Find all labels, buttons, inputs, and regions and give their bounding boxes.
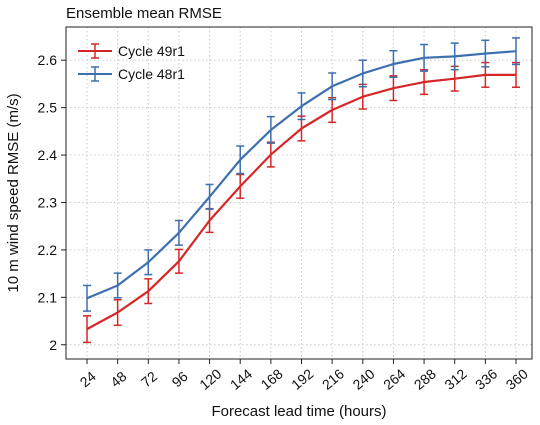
y-tick-label: 2.5	[38, 100, 58, 116]
x-tick-label: 72	[138, 368, 160, 390]
x-tick-label: 192	[288, 365, 316, 392]
x-tick-label: 96	[169, 368, 191, 390]
x-tick-label: 288	[411, 365, 439, 392]
x-tick-label: 264	[380, 365, 408, 392]
legend-label-cycle-48r1: Cycle 48r1	[118, 66, 185, 82]
x-tick-label: 24	[77, 368, 99, 390]
series-line-cycle-49r1	[86, 73, 516, 331]
x-tick-label: 144	[227, 365, 255, 392]
legend-label-cycle-49r1: Cycle 49r1	[118, 43, 185, 59]
y-tick-label: 2.3	[38, 194, 58, 210]
axes: 22.12.22.32.42.52.624 48 72 96 120 144 168 192 2…	[38, 52, 532, 393]
y-axis-label: 10 m wind speed RMSE (m/s)	[5, 93, 22, 292]
x-tick-label: 336	[472, 365, 500, 392]
x-tick-label: 240	[349, 365, 377, 392]
y-tick-label: 2	[49, 337, 57, 353]
x-tick-label: 48	[107, 368, 129, 390]
chart-title: Ensemble mean RMSE	[66, 5, 222, 22]
y-tick-label: 2.6	[38, 52, 58, 68]
legend: Cycle 49r1 Cycle 48r1	[78, 43, 185, 82]
x-tick-label: 168	[258, 365, 286, 392]
x-tick-label: 216	[319, 365, 347, 392]
y-tick-label: 2.4	[38, 147, 58, 163]
x-tick-label: 120	[196, 365, 224, 392]
x-axis-label: Forecast lead time (hours)	[211, 403, 386, 420]
series-cycle-48r1	[83, 37, 520, 312]
series-layer	[83, 37, 520, 344]
x-tick-label: 312	[441, 365, 469, 392]
y-tick-label: 2.2	[38, 242, 58, 258]
x-tick-label: 360	[503, 365, 531, 392]
plot-area-frame	[65, 26, 533, 360]
y-tick-label: 2.1	[38, 289, 58, 305]
series-line-cycle-48r1	[86, 50, 517, 300]
